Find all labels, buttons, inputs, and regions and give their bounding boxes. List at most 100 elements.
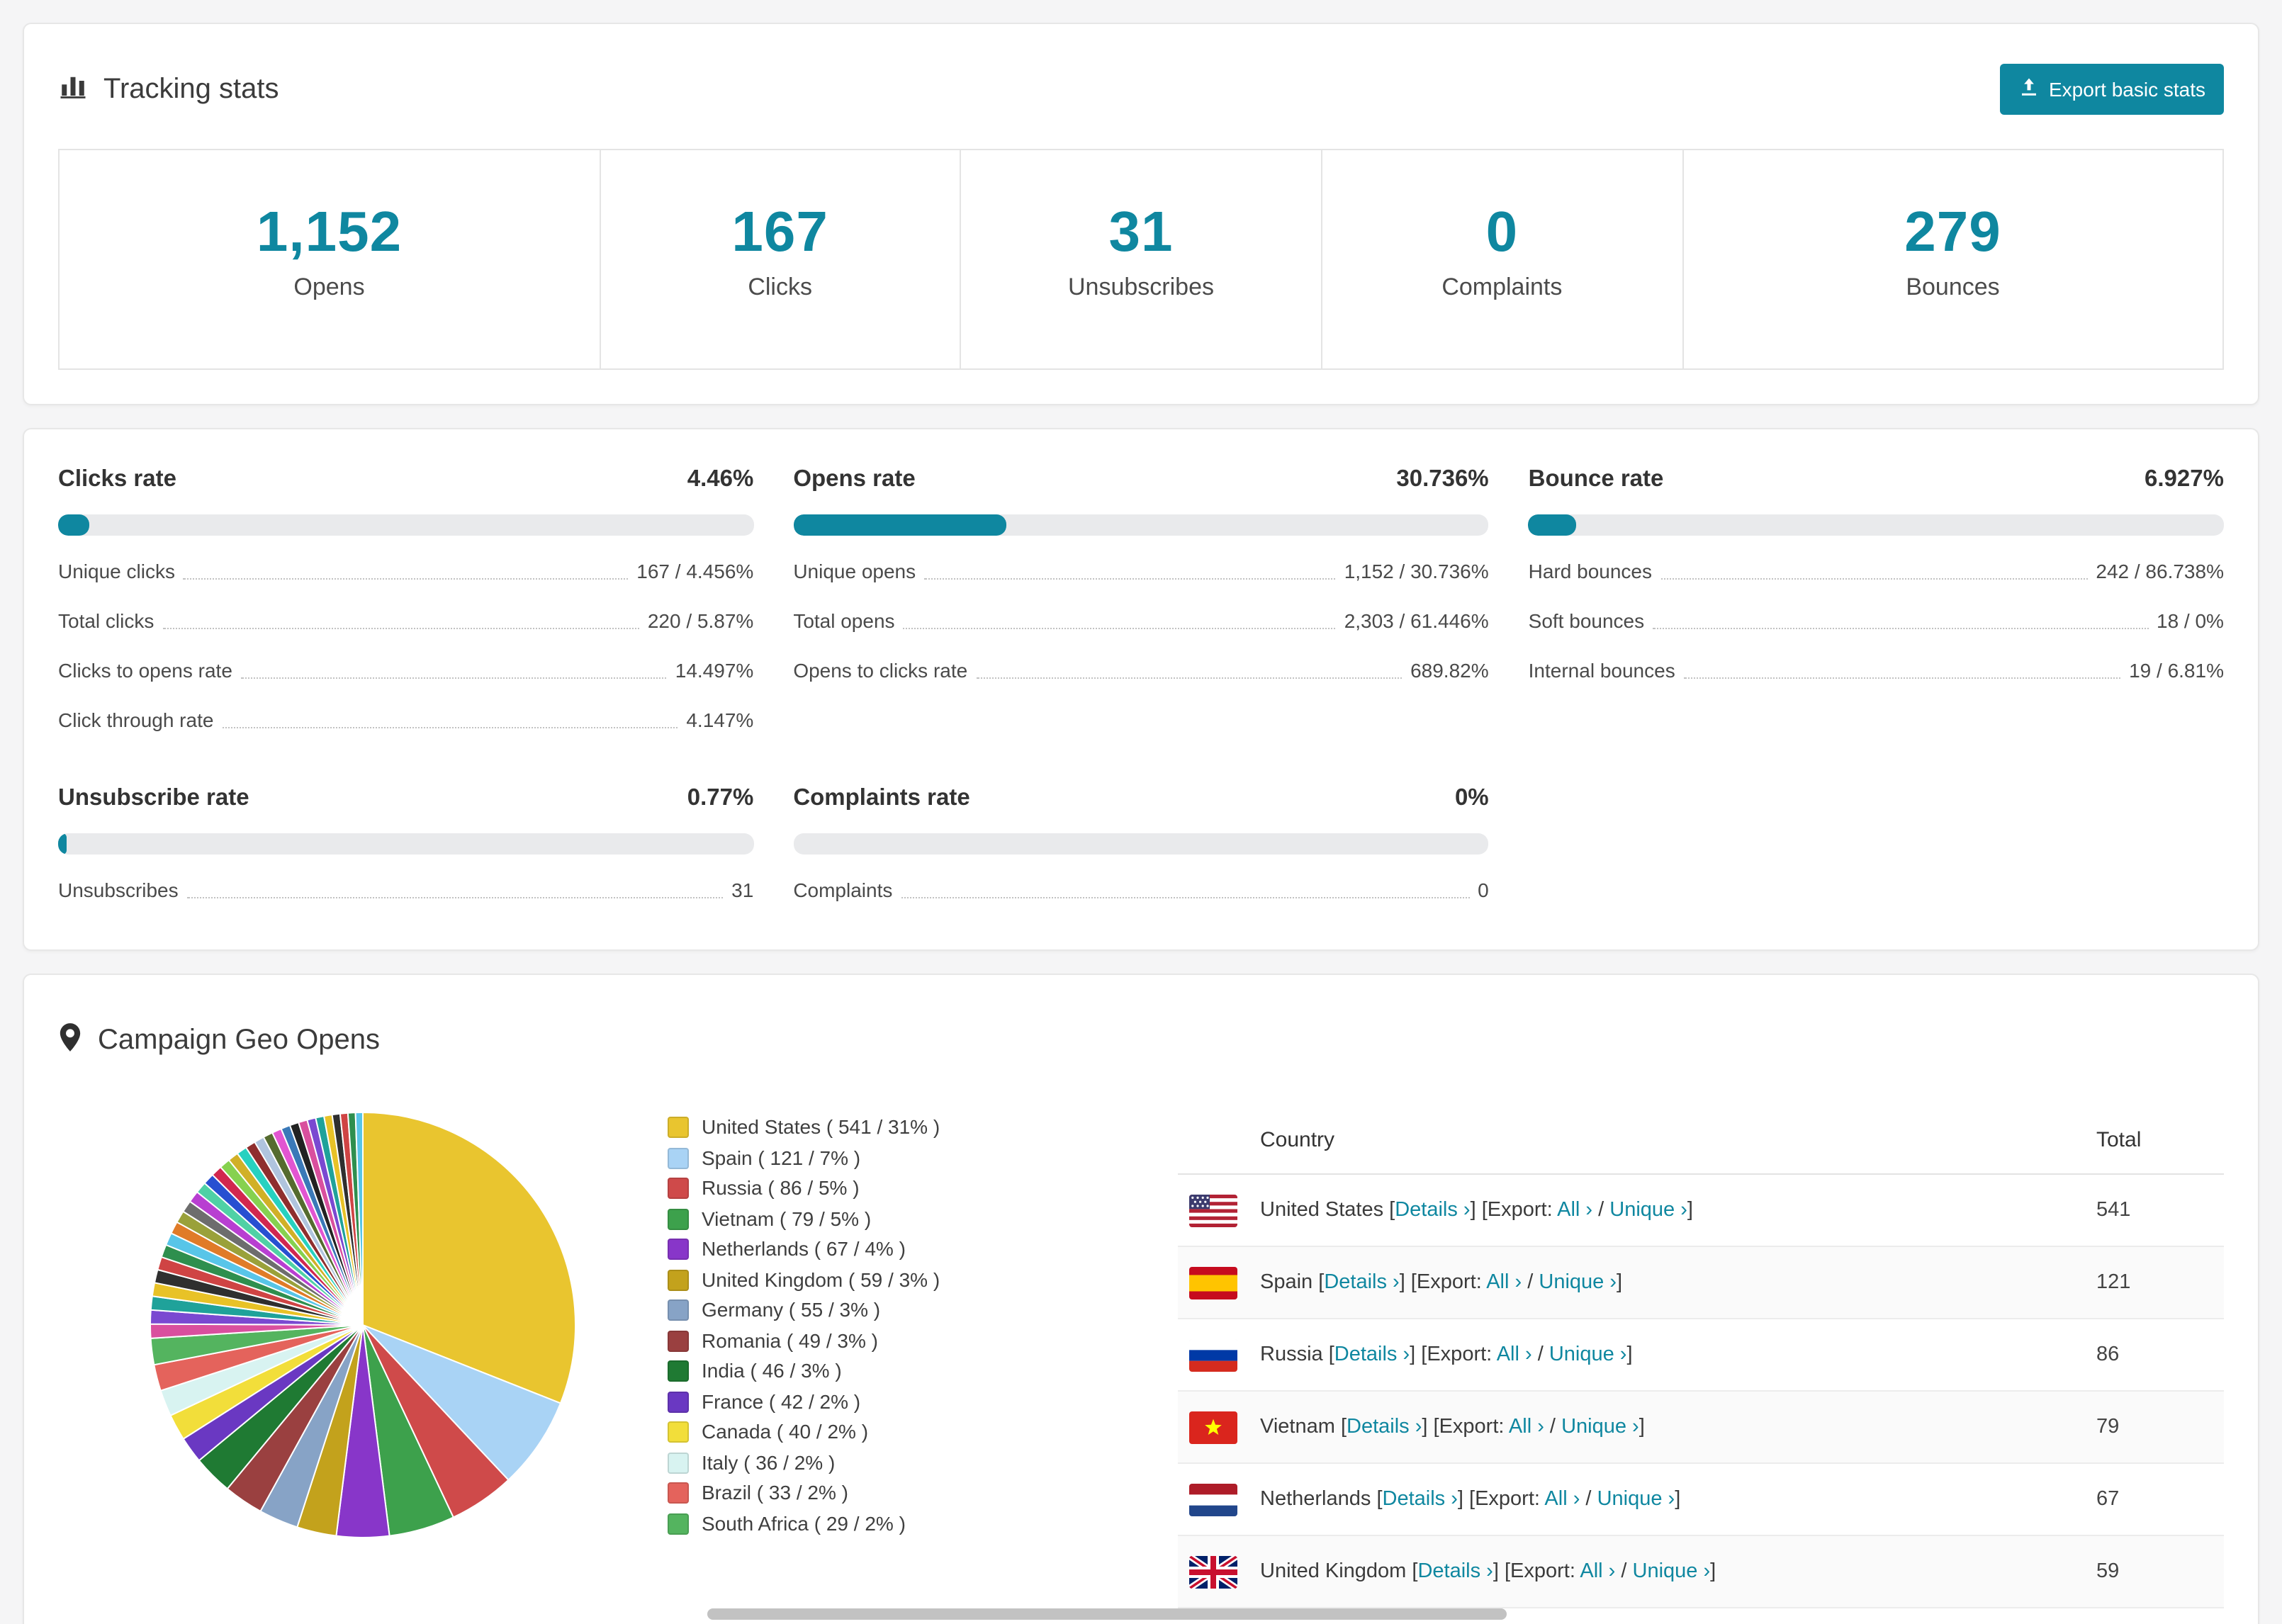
geo-table-body: United States [Details ›] [Export: All ›… xyxy=(1178,1175,2224,1624)
legend-color-swatch xyxy=(668,1239,689,1260)
legend-item-germany[interactable]: Germany ( 55 / 3% ) xyxy=(668,1299,1022,1321)
rate-stat-value: 0 xyxy=(1478,879,1489,901)
country-cell: United Kingdom [Details ›] [Export: All … xyxy=(1260,1560,1716,1583)
legend-label: South Africa ( 29 / 2% ) xyxy=(702,1511,906,1534)
export-unique-link[interactable]: Unique › xyxy=(1632,1560,1711,1583)
rate-stat-row: Opens to clicks rate 689.82% xyxy=(793,656,1488,684)
legend-item-russia[interactable]: Russia ( 86 / 5% ) xyxy=(668,1177,1022,1199)
export-unique-link[interactable]: Unique › xyxy=(1561,1416,1639,1438)
rate-stat-value: 18 / 0% xyxy=(2157,609,2224,632)
legend-item-romania[interactable]: Romania ( 49 / 3% ) xyxy=(668,1329,1022,1351)
bar-chart-icon xyxy=(58,71,88,108)
rate-stat-row: Click through rate 4.147% xyxy=(58,706,753,734)
export-all-link[interactable]: All › xyxy=(1486,1271,1522,1294)
rate-value: 30.736% xyxy=(1396,466,1489,492)
dotted-leader xyxy=(183,578,629,580)
export-all-link[interactable]: All › xyxy=(1544,1488,1580,1511)
export-basic-stats-button[interactable]: Export basic stats xyxy=(1999,64,2224,115)
rate-title: Bounce rate xyxy=(1528,466,1664,492)
legend-item-france[interactable]: France ( 42 / 2% ) xyxy=(668,1390,1022,1412)
export-all-link[interactable]: All › xyxy=(1580,1560,1616,1583)
stat-label: Complaints xyxy=(1441,274,1563,300)
legend-label: Netherlands ( 67 / 4% ) xyxy=(702,1237,906,1260)
export-unique-link[interactable]: Unique › xyxy=(1548,1343,1627,1366)
legend-item-spain[interactable]: Spain ( 121 / 7% ) xyxy=(668,1146,1022,1168)
rate-stat-label: Clicks to opens rate xyxy=(58,659,232,682)
pie-slice-other-32 xyxy=(354,1111,364,1326)
geo-header: Campaign Geo Opens xyxy=(58,1009,2224,1071)
geo-table-row: Spain [Details ›] [Export: All › / Uniqu… xyxy=(1178,1247,2224,1319)
progress-fill xyxy=(793,514,1007,536)
export-all-link[interactable]: All › xyxy=(1557,1199,1593,1222)
rate-stat-label: Complaints xyxy=(793,879,893,901)
rate-value: 4.46% xyxy=(687,466,754,492)
legend-item-south-africa[interactable]: South Africa ( 29 / 2% ) xyxy=(668,1511,1022,1534)
country-name: United Kingdom xyxy=(1260,1560,1412,1583)
legend-item-canada[interactable]: Canada ( 40 / 2% ) xyxy=(668,1421,1022,1443)
details-link[interactable]: Details › xyxy=(1417,1560,1493,1583)
rate-title: Complaints rate xyxy=(793,785,970,811)
country-name: Vietnam xyxy=(1260,1416,1341,1438)
geo-table-row: Netherlands [Details ›] [Export: All › /… xyxy=(1178,1464,2224,1536)
tracking-stats-card: Tracking stats Export basic stats 1,152 O… xyxy=(23,23,2259,405)
legend-item-united-kingdom[interactable]: United Kingdom ( 59 / 3% ) xyxy=(668,1268,1022,1290)
dotted-leader xyxy=(924,578,1336,580)
legend-label: Brazil ( 33 / 2% ) xyxy=(702,1481,848,1504)
legend-color-swatch xyxy=(668,1391,689,1412)
export-all-link[interactable]: All › xyxy=(1508,1416,1544,1438)
rate-panel-opens-rate: Opens rate 30.736% Unique opens 1,152 / 30.… xyxy=(793,463,1489,734)
export-unique-link[interactable]: Unique › xyxy=(1609,1199,1687,1222)
country-flag-icon-nl xyxy=(1189,1483,1237,1516)
legend-item-brazil[interactable]: Brazil ( 33 / 2% ) xyxy=(668,1482,1022,1504)
details-link[interactable]: Details › xyxy=(1347,1416,1422,1438)
details-link[interactable]: Details › xyxy=(1324,1271,1400,1294)
legend-item-vietnam[interactable]: Vietnam ( 79 / 5% ) xyxy=(668,1207,1022,1229)
legend-item-netherlands[interactable]: Netherlands ( 67 / 4% ) xyxy=(668,1237,1022,1260)
details-link[interactable]: Details › xyxy=(1334,1343,1410,1366)
country-flag-icon-us xyxy=(1189,1194,1237,1227)
rate-panel-unsubscribe-rate: Unsubscribe rate 0.77% Unsubscribes 31 xyxy=(58,782,754,904)
export-icon xyxy=(2018,77,2039,102)
stat-label: Clicks xyxy=(748,274,812,300)
export-label: Export: xyxy=(1475,1488,1545,1511)
legend-label: Romania ( 49 / 3% ) xyxy=(702,1329,878,1351)
dotted-leader xyxy=(240,677,667,679)
country-name: United States xyxy=(1260,1199,1390,1222)
legend-item-india[interactable]: India ( 46 / 3% ) xyxy=(668,1360,1022,1382)
rate-stat-value: 242 / 86.738% xyxy=(2096,560,2224,582)
details-link[interactable]: Details › xyxy=(1395,1199,1471,1222)
stat-box-opens: 1,152 Opens xyxy=(60,150,599,368)
dotted-leader xyxy=(903,628,1336,629)
stat-value: 279 xyxy=(1904,201,2001,264)
rate-stat-label: Opens to clicks rate xyxy=(793,659,968,682)
legend-item-italy[interactable]: Italy ( 36 / 2% ) xyxy=(668,1451,1022,1473)
export-all-link[interactable]: All › xyxy=(1496,1343,1532,1366)
country-cell: Spain [Details ›] [Export: All › / Uniqu… xyxy=(1260,1271,1623,1294)
rate-stat-row: Soft bounces 18 / 0% xyxy=(1529,607,2224,635)
legend-color-swatch xyxy=(668,1299,689,1321)
country-flag-icon-ru xyxy=(1189,1338,1237,1371)
export-unique-link[interactable]: Unique › xyxy=(1597,1488,1675,1511)
dotted-leader xyxy=(162,628,639,629)
legend-color-swatch xyxy=(668,1330,689,1351)
legend-item-united-states[interactable]: United States ( 541 / 31% ) xyxy=(668,1116,1022,1138)
campaign-geo-opens-card: Campaign Geo Opens United States ( 541 /… xyxy=(23,974,2259,1624)
country-total: 67 xyxy=(2096,1488,2120,1511)
country-total: 79 xyxy=(2096,1416,2120,1438)
horizontal-scrollbar[interactable] xyxy=(707,1608,1507,1620)
geo-content: United States ( 541 / 31% ) Spain ( 121 /… xyxy=(58,1105,2224,1624)
rate-stat-row: Clicks to opens rate 14.497% xyxy=(58,656,753,684)
pie-legend: United States ( 541 / 31% ) Spain ( 121 /… xyxy=(668,1116,1022,1543)
dotted-leader xyxy=(1653,628,2148,629)
rate-stat-value: 4.147% xyxy=(686,709,754,731)
details-link[interactable]: Details › xyxy=(1382,1488,1458,1511)
export-unique-link[interactable]: Unique › xyxy=(1539,1271,1617,1294)
legend-color-swatch xyxy=(668,1208,689,1229)
rate-stat-label: Total clicks xyxy=(58,609,154,632)
dotted-leader xyxy=(976,677,1403,679)
legend-color-swatch xyxy=(668,1269,689,1290)
rates-card: Clicks rate 4.46% Unique clicks 167 / 4.456… xyxy=(23,428,2259,951)
rate-stat-row: Unique clicks 167 / 4.456% xyxy=(58,557,753,585)
stat-box-clicks: 167 Clicks xyxy=(599,150,960,368)
